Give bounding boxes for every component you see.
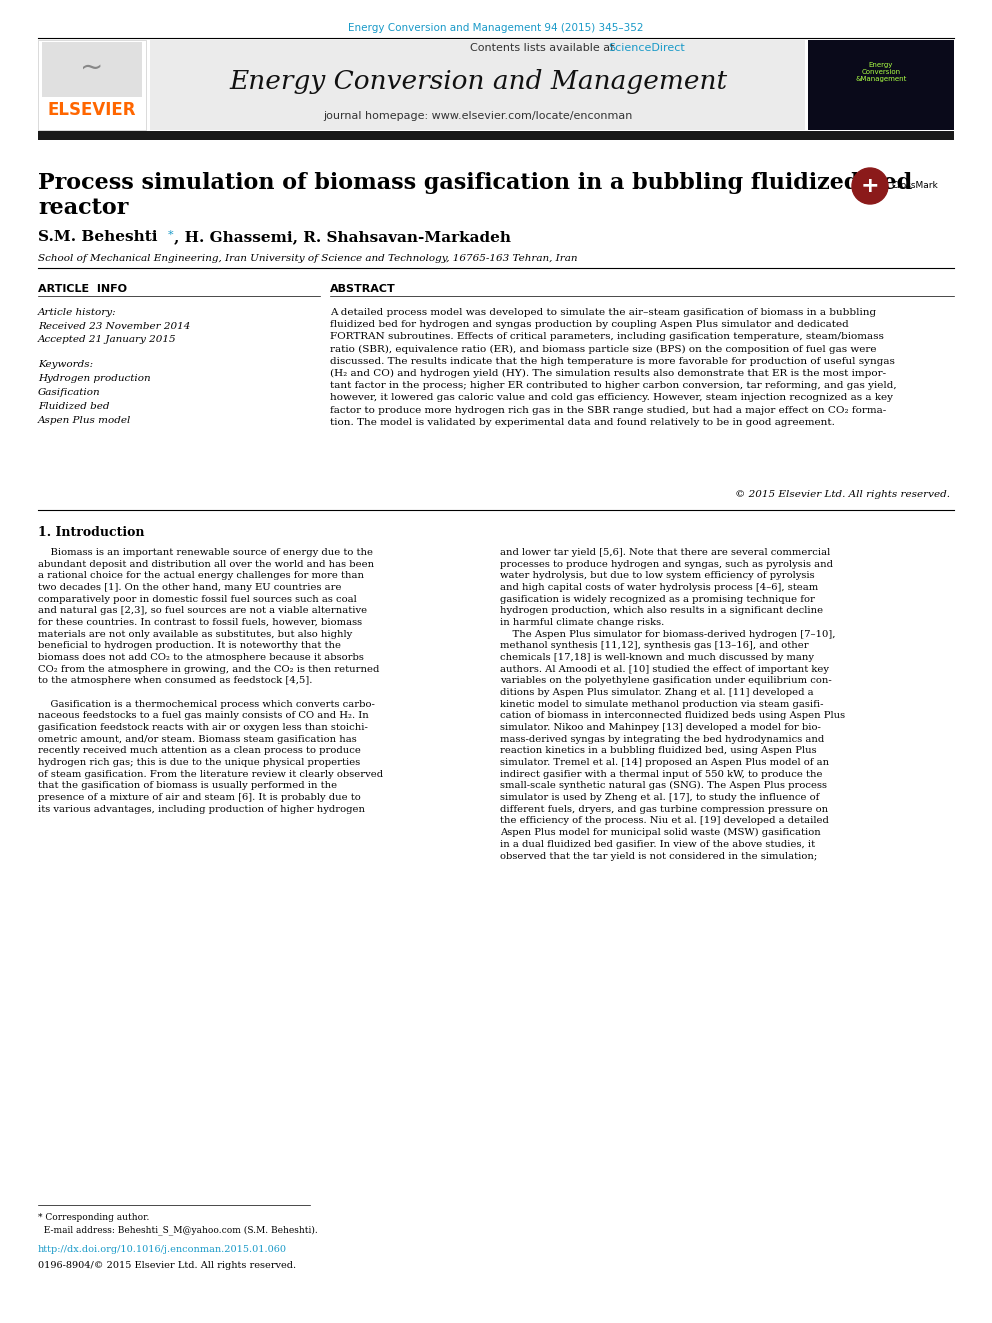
Text: 0196-8904/© 2015 Elsevier Ltd. All rights reserved.: 0196-8904/© 2015 Elsevier Ltd. All right…	[38, 1261, 297, 1270]
Text: School of Mechanical Engineering, Iran University of Science and Technology, 167: School of Mechanical Engineering, Iran U…	[38, 254, 577, 263]
Text: Process simulation of biomass gasification in a bubbling fluidized bed
reactor: Process simulation of biomass gasificati…	[38, 172, 913, 220]
Text: Biomass is an important renewable source of energy due to the
abundant deposit a: Biomass is an important renewable source…	[38, 548, 383, 814]
Text: * Corresponding author.
  E-mail address: Beheshti_S_M@yahoo.com (S.M. Beheshti): * Corresponding author. E-mail address: …	[38, 1213, 317, 1234]
Text: © 2015 Elsevier Ltd. All rights reserved.: © 2015 Elsevier Ltd. All rights reserved…	[735, 490, 950, 499]
Text: Energy Conversion and Management 94 (2015) 345–352: Energy Conversion and Management 94 (201…	[348, 22, 644, 33]
Bar	[38, 40, 146, 130]
Text: S.M. Beheshti: S.M. Beheshti	[38, 230, 158, 243]
Text: Article history:: Article history:	[38, 308, 117, 318]
Text: and lower tar yield [5,6]. Note that there are several commercial
processes to p: and lower tar yield [5,6]. Note that the…	[500, 548, 845, 860]
Bar	[38, 131, 954, 140]
Text: CrossMark: CrossMark	[892, 181, 938, 191]
Bar	[808, 40, 954, 130]
Text: ELSEVIER: ELSEVIER	[48, 101, 136, 119]
Text: Energy
Conversion
&Management: Energy Conversion &Management	[855, 62, 907, 82]
Text: Aspen Plus model: Aspen Plus model	[38, 415, 131, 425]
Text: Fluidized bed: Fluidized bed	[38, 402, 109, 411]
Text: ScienceDirect: ScienceDirect	[608, 44, 684, 53]
Text: Keywords:: Keywords:	[38, 360, 93, 369]
Text: *: *	[168, 230, 174, 239]
Text: ABSTRACT: ABSTRACT	[330, 284, 396, 294]
Text: 1. Introduction: 1. Introduction	[38, 527, 145, 538]
Text: +: +	[861, 176, 879, 196]
Text: A detailed process model was developed to simulate the air–steam gasification of: A detailed process model was developed t…	[330, 308, 897, 427]
Text: Received 23 November 2014: Received 23 November 2014	[38, 321, 190, 331]
Bar	[42, 42, 142, 97]
Text: , H. Ghassemi, R. Shahsavan-Markadeh: , H. Ghassemi, R. Shahsavan-Markadeh	[174, 230, 511, 243]
Text: Accepted 21 January 2015: Accepted 21 January 2015	[38, 335, 177, 344]
Text: ARTICLE  INFO: ARTICLE INFO	[38, 284, 127, 294]
Text: Gasification: Gasification	[38, 388, 100, 397]
Text: Contents lists available at: Contents lists available at	[470, 44, 618, 53]
Bar	[150, 40, 805, 130]
Text: ~: ~	[80, 54, 104, 82]
Text: Hydrogen production: Hydrogen production	[38, 374, 151, 382]
Text: journal homepage: www.elsevier.com/locate/enconman: journal homepage: www.elsevier.com/locat…	[323, 111, 633, 120]
Circle shape	[852, 168, 888, 204]
Text: http://dx.doi.org/10.1016/j.enconman.2015.01.060: http://dx.doi.org/10.1016/j.enconman.201…	[38, 1245, 287, 1254]
Text: Energy Conversion and Management: Energy Conversion and Management	[229, 70, 727, 94]
